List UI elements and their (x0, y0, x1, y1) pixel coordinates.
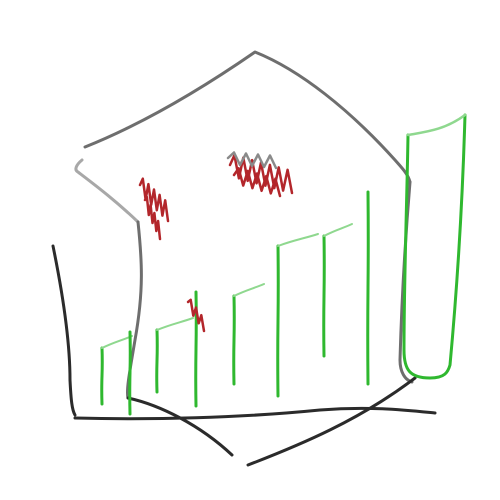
bar-7 (322, 234, 326, 358)
scribble-small (186, 298, 206, 333)
bar-cap-1 (101, 335, 133, 349)
red-scribbles (138, 151, 294, 333)
floor-curve (126, 396, 234, 457)
bar-cap-5 (233, 283, 265, 297)
bar-8 (366, 190, 370, 386)
base-line (73, 406, 437, 421)
bar-3 (155, 328, 159, 394)
bar-cap-6 (277, 233, 319, 247)
left-post (51, 244, 77, 417)
tall-column-top (406, 113, 467, 137)
bar-5 (232, 294, 236, 386)
scribble-middle-gray (226, 151, 278, 170)
house-outline (51, 50, 437, 467)
left-wall (126, 220, 143, 400)
floor-right (246, 376, 417, 467)
roof-left-edge (83, 50, 412, 184)
bar-cap-3 (156, 317, 194, 331)
scribble-left-a (138, 177, 170, 223)
roof-fold (74, 158, 140, 224)
bar-6 (276, 244, 280, 398)
scribble-left-b (143, 195, 162, 241)
bar-2 (128, 330, 132, 416)
green-bars (100, 113, 467, 416)
scribble-middle-b (232, 167, 282, 198)
bar-cap-7 (323, 223, 353, 237)
bar-1 (100, 346, 104, 406)
tall-column (402, 113, 467, 380)
